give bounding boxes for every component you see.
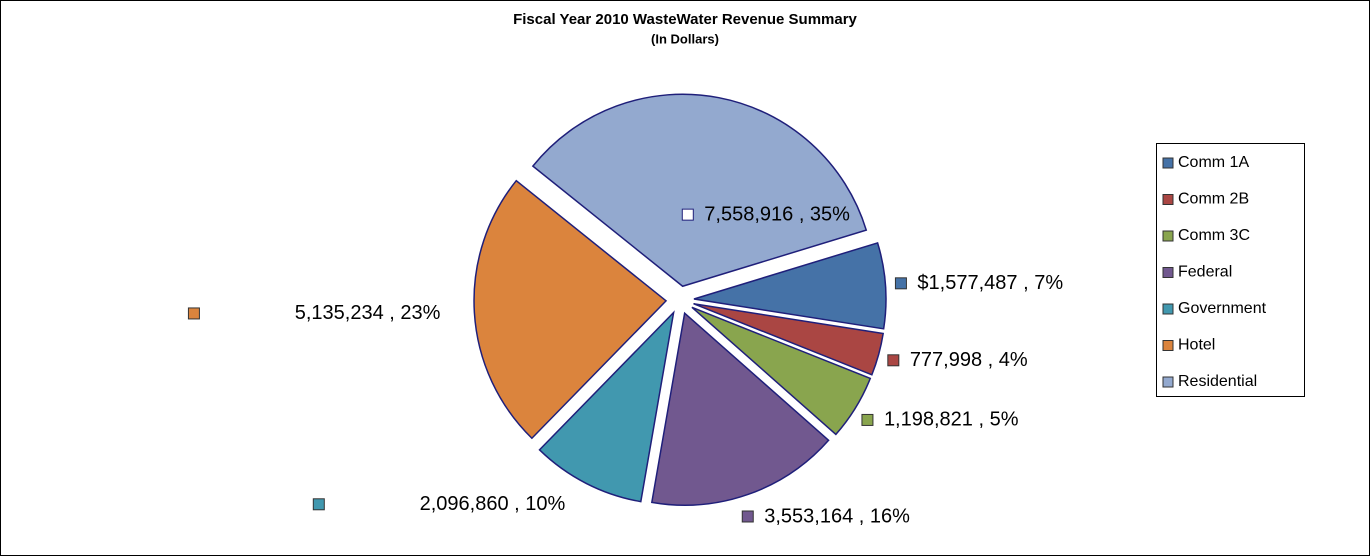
legend-box <box>1156 143 1305 397</box>
data-label: 2,096,860 , 10% <box>420 493 566 515</box>
legend-swatch <box>1162 267 1174 278</box>
label-swatch <box>741 510 754 523</box>
data-label: 1,198,821 , 5% <box>884 409 1019 431</box>
pie-slice <box>538 310 675 503</box>
label-swatch <box>894 277 907 290</box>
legend-label: Federal <box>1178 264 1232 281</box>
legend-swatch <box>1162 376 1174 388</box>
pie-slice <box>650 311 830 506</box>
data-label: $1,577,487 , 7% <box>917 272 1063 294</box>
data-label: 3,553,164 , 16% <box>764 505 910 527</box>
label-swatch <box>861 413 874 426</box>
data-label: 777,998 , 4% <box>910 349 1028 371</box>
pie-slice <box>691 306 872 436</box>
legend-swatch <box>1162 230 1174 242</box>
chart-subtitle: (In Dollars) <box>651 31 719 46</box>
legend-label: Government <box>1178 300 1267 317</box>
legend-label: Comm 2B <box>1178 191 1249 208</box>
data-label: 7,558,916 , 35% <box>704 203 850 225</box>
legend-label: Comm 3C <box>1178 227 1250 244</box>
legend-label: Comm 1A <box>1178 154 1249 171</box>
label-swatch <box>887 354 900 367</box>
label-swatch <box>681 208 694 221</box>
chart-title: Fiscal Year 2010 WasteWater Revenue Summ… <box>513 11 857 28</box>
pie-slice <box>531 93 868 288</box>
legend-label: Hotel <box>1178 337 1215 354</box>
legend-swatch <box>1162 340 1174 351</box>
data-label: 5,135,234 , 23% <box>295 302 441 324</box>
legend-swatch <box>1162 194 1174 205</box>
pie-slice <box>693 302 885 376</box>
pie-slice <box>693 241 887 330</box>
legend-swatch <box>1162 157 1174 169</box>
label-swatch <box>187 307 200 320</box>
legend-label: Residential <box>1178 373 1257 390</box>
pie-slice <box>473 179 668 440</box>
label-swatch <box>312 498 325 511</box>
legend-swatch <box>1162 303 1174 315</box>
